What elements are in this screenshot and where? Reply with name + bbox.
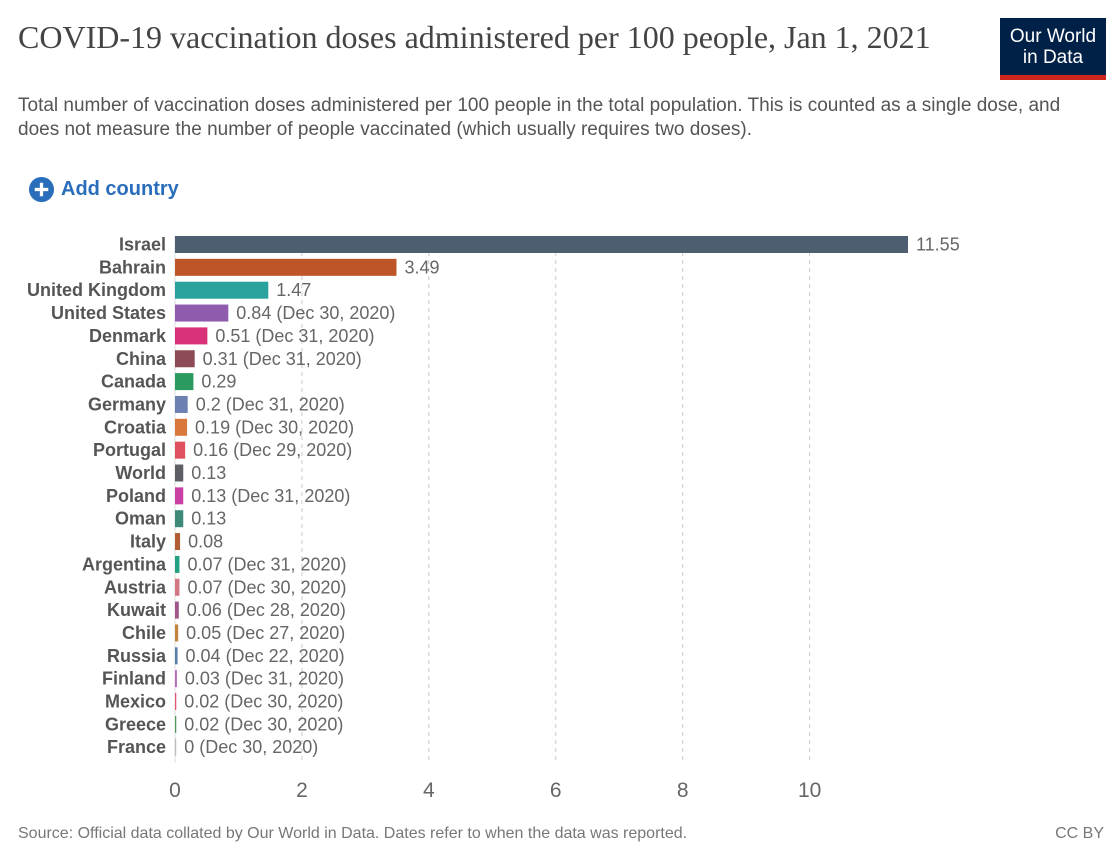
value-label: 0.13 (191, 509, 226, 529)
bar[interactable] (175, 510, 184, 528)
category-label: Greece (105, 714, 166, 734)
value-label: 0.2 (Dec 31, 2020) (196, 394, 345, 414)
bar[interactable] (175, 738, 177, 756)
bar[interactable] (175, 418, 188, 436)
x-tick-label: 10 (798, 779, 821, 802)
category-label: Poland (106, 486, 166, 506)
x-tick-label: 0 (169, 779, 181, 802)
bar[interactable] (175, 533, 181, 551)
category-label: Denmark (89, 326, 167, 346)
value-label: 0.29 (201, 372, 236, 392)
chart-subtitle: Total number of vaccination doses admini… (18, 95, 1061, 140)
value-label: 0.19 (Dec 30, 2020) (195, 417, 354, 437)
category-label: Kuwait (107, 600, 166, 620)
bar[interactable] (175, 555, 180, 573)
plus-circle-icon (28, 176, 55, 202)
bar[interactable] (175, 258, 397, 276)
value-label: 0.06 (Dec 28, 2020) (187, 600, 346, 620)
value-label: 0.51 (Dec 31, 2020) (215, 326, 374, 346)
x-tick-label: 6 (550, 779, 562, 802)
category-label: Germany (88, 394, 166, 414)
logo-line-1: Our World (1009, 26, 1097, 47)
bar[interactable] (175, 281, 269, 299)
value-label: 0 (Dec 30, 2020) (184, 737, 318, 757)
category-label: Russia (107, 646, 167, 666)
bar[interactable] (175, 327, 208, 345)
bar[interactable] (175, 578, 180, 596)
category-label: Chile (122, 623, 166, 643)
bars (175, 236, 908, 756)
category-label: Oman (115, 509, 166, 529)
category-label: Argentina (82, 554, 167, 574)
category-label: Italy (130, 532, 166, 552)
value-label: 11.55 (916, 235, 960, 255)
bar[interactable] (175, 373, 194, 391)
value-label: 0.13 (191, 463, 226, 483)
category-label: Israel (119, 235, 166, 255)
x-tick-label: 2 (296, 779, 308, 802)
value-label: 3.49 (404, 257, 439, 277)
category-label: World (115, 463, 166, 483)
bar[interactable] (175, 395, 188, 413)
category-label: Finland (102, 669, 166, 689)
x-axis-ticks: 0 2 4 6 8 10 (169, 779, 821, 802)
add-country-label: Add country (61, 177, 179, 200)
bar[interactable] (175, 647, 178, 665)
value-label: 0.03 (Dec 31, 2020) (185, 669, 344, 689)
x-tick-label: 4 (423, 779, 435, 802)
value-label: 1.47 (276, 280, 311, 300)
value-label: 0.31 (Dec 31, 2020) (203, 349, 362, 369)
license-link[interactable]: CC BY (1055, 825, 1104, 842)
owid-logo[interactable]: Our World in Data (1000, 18, 1106, 80)
bar[interactable] (175, 670, 177, 688)
category-label: Bahrain (99, 257, 166, 277)
category-label: Canada (101, 372, 167, 392)
bar[interactable] (175, 464, 184, 482)
labels: Israel 11.55 Bahrain 3.49 United Kingdom 1.47… (27, 235, 960, 758)
chart-title: COVID-19 vaccination doses administered … (18, 19, 931, 55)
value-label: 0.08 (188, 532, 223, 552)
bar[interactable] (175, 304, 229, 322)
bar[interactable] (175, 601, 179, 619)
value-label: 0.13 (Dec 31, 2020) (191, 486, 350, 506)
logo-line-2: in Data (1022, 47, 1084, 68)
bar[interactable] (175, 350, 195, 368)
bar[interactable] (175, 624, 179, 642)
value-label: 0.07 (Dec 30, 2020) (187, 577, 346, 597)
bar[interactable] (175, 441, 186, 459)
value-label: 0.02 (Dec 30, 2020) (184, 714, 343, 734)
value-label: 0.16 (Dec 29, 2020) (193, 440, 352, 460)
x-tick-label: 8 (677, 779, 689, 802)
add-country-button[interactable]: Add country (28, 175, 179, 203)
bar[interactable] (175, 715, 177, 733)
value-label: 0.04 (Dec 22, 2020) (186, 646, 345, 666)
category-label: Austria (104, 577, 167, 597)
category-label: Croatia (104, 417, 167, 437)
bar[interactable] (175, 236, 908, 253)
value-label: 0.02 (Dec 30, 2020) (184, 692, 343, 712)
category-label: France (107, 737, 166, 757)
category-label: China (116, 349, 167, 369)
value-label: 0.05 (Dec 27, 2020) (186, 623, 345, 643)
category-label: United States (51, 303, 166, 323)
category-label: Portugal (93, 440, 166, 460)
category-label: United Kingdom (27, 280, 166, 300)
value-label: 0.07 (Dec 31, 2020) (187, 554, 346, 574)
source-note: Source: Official data collated by Our Wo… (18, 825, 688, 842)
category-label: Mexico (105, 692, 166, 712)
value-label: 0.84 (Dec 30, 2020) (236, 303, 395, 323)
bar[interactable] (175, 693, 177, 710)
bar[interactable] (175, 487, 184, 505)
